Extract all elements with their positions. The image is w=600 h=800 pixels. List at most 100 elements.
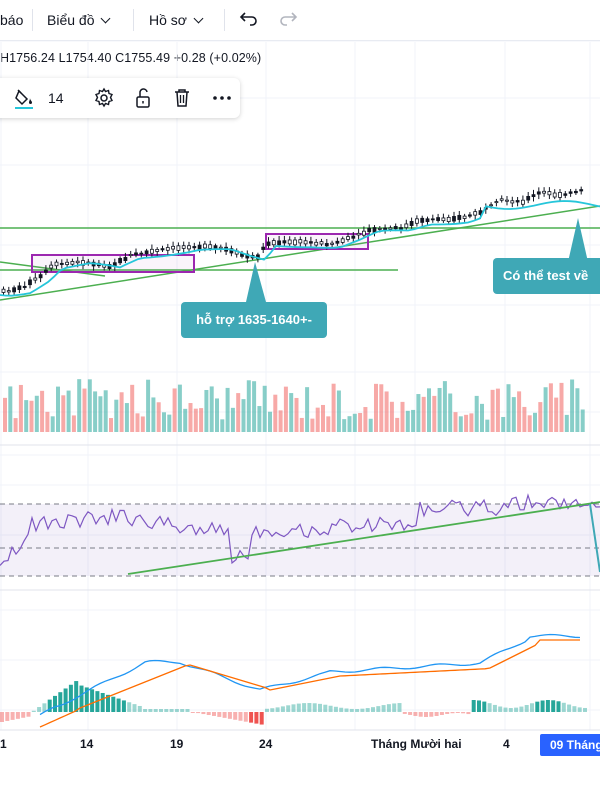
more-icon[interactable] (210, 86, 234, 110)
candle (319, 241, 324, 245)
volume-bar (29, 400, 34, 432)
candle (49, 264, 54, 269)
candle (499, 198, 504, 201)
macd-bar (58, 692, 63, 712)
volume-bar (474, 395, 479, 432)
volume-bar (400, 401, 405, 432)
trash-icon[interactable] (170, 86, 194, 110)
volume-bar (543, 387, 548, 432)
minor-trendline (0, 261, 106, 277)
undo-icon[interactable] (237, 8, 261, 32)
volume-bar (564, 414, 569, 432)
candle (181, 245, 186, 249)
volume-bar (310, 418, 315, 432)
macd-bar (37, 707, 42, 712)
x-axis-label: 1 (0, 737, 7, 751)
redo-icon[interactable] (276, 8, 300, 32)
support-callout[interactable]: hỗ trợ 1635-1640+- (181, 302, 327, 338)
volume-bar (183, 408, 188, 432)
paint-bucket-icon[interactable] (12, 86, 36, 110)
volume-bar (517, 391, 522, 432)
macd-bar (445, 712, 450, 714)
volume-bar (522, 406, 527, 432)
candle (134, 252, 138, 256)
macd-bar (31, 710, 36, 712)
macd-bar (185, 709, 190, 712)
volume-bar (3, 397, 7, 432)
volume-bar (188, 403, 193, 432)
volume-bar (114, 399, 119, 432)
retest-callout[interactable]: Có thể test về (493, 258, 600, 294)
volume-bar (13, 418, 18, 432)
macd-bar (148, 709, 153, 712)
macd-bar (577, 707, 582, 712)
macd-bar (466, 712, 471, 715)
macd-bar (461, 712, 466, 714)
macd-bar (79, 685, 84, 712)
volume-bar (442, 381, 447, 432)
volume-bar (389, 401, 394, 432)
volume-bar (98, 396, 103, 432)
volume-bar (257, 406, 262, 432)
candle (22, 285, 27, 288)
volume-bar (294, 397, 299, 432)
macd-bar (492, 704, 497, 712)
candle (558, 192, 562, 198)
macd-bar (84, 687, 89, 712)
macd-bar (477, 700, 481, 712)
volume-bar (77, 379, 82, 432)
candle (277, 240, 282, 246)
chart-menu[interactable]: Biểu đồ (47, 0, 111, 40)
candle (54, 261, 59, 267)
volume-bar (40, 390, 45, 432)
volume-bar (177, 384, 182, 432)
candle (563, 193, 568, 196)
candle (17, 285, 22, 290)
volume-bar (109, 418, 113, 432)
candle (70, 261, 75, 265)
candle (308, 241, 313, 244)
candle (128, 253, 133, 257)
volume-bar (421, 396, 426, 432)
profile-menu[interactable]: Hồ sơ (149, 0, 204, 40)
candle (165, 247, 170, 251)
volume-bar (305, 387, 310, 432)
macd-bar (137, 705, 142, 712)
candle (430, 218, 435, 221)
macd-bar (386, 704, 391, 712)
macd-bar (243, 712, 248, 722)
rsi-trendline (127, 501, 600, 575)
candle (335, 240, 340, 244)
gear-icon[interactable] (92, 86, 116, 110)
volume-bar (352, 413, 357, 432)
macd-bar (572, 706, 577, 712)
volume-bar (246, 380, 251, 432)
macd-bar (280, 706, 285, 712)
volume-bar (358, 412, 363, 432)
macd-bar (106, 694, 110, 712)
candle (515, 200, 520, 203)
volume-bar (252, 381, 257, 432)
volume-bar (50, 416, 55, 432)
volume-bar (135, 413, 140, 432)
macd-bar (174, 709, 179, 712)
macd-bar (217, 712, 222, 717)
candle (489, 204, 494, 207)
line-width-value[interactable]: 14 (48, 90, 64, 106)
macd-bar (270, 708, 275, 712)
candle (75, 260, 80, 264)
macd-bar (227, 712, 232, 719)
rsi-line (0, 493, 600, 566)
macd-bar (132, 704, 137, 712)
toolbar-fragment[interactable]: báo (0, 12, 24, 28)
volume-bar (437, 387, 442, 432)
unlock-icon[interactable] (131, 86, 155, 110)
callout-pointer-retest (568, 218, 588, 262)
volume-bar (283, 386, 288, 432)
volume-bar (124, 403, 129, 432)
volume-bar (342, 419, 347, 432)
macd-histogram (0, 681, 587, 725)
volume-bar (119, 392, 124, 432)
macd-bar (381, 705, 386, 712)
